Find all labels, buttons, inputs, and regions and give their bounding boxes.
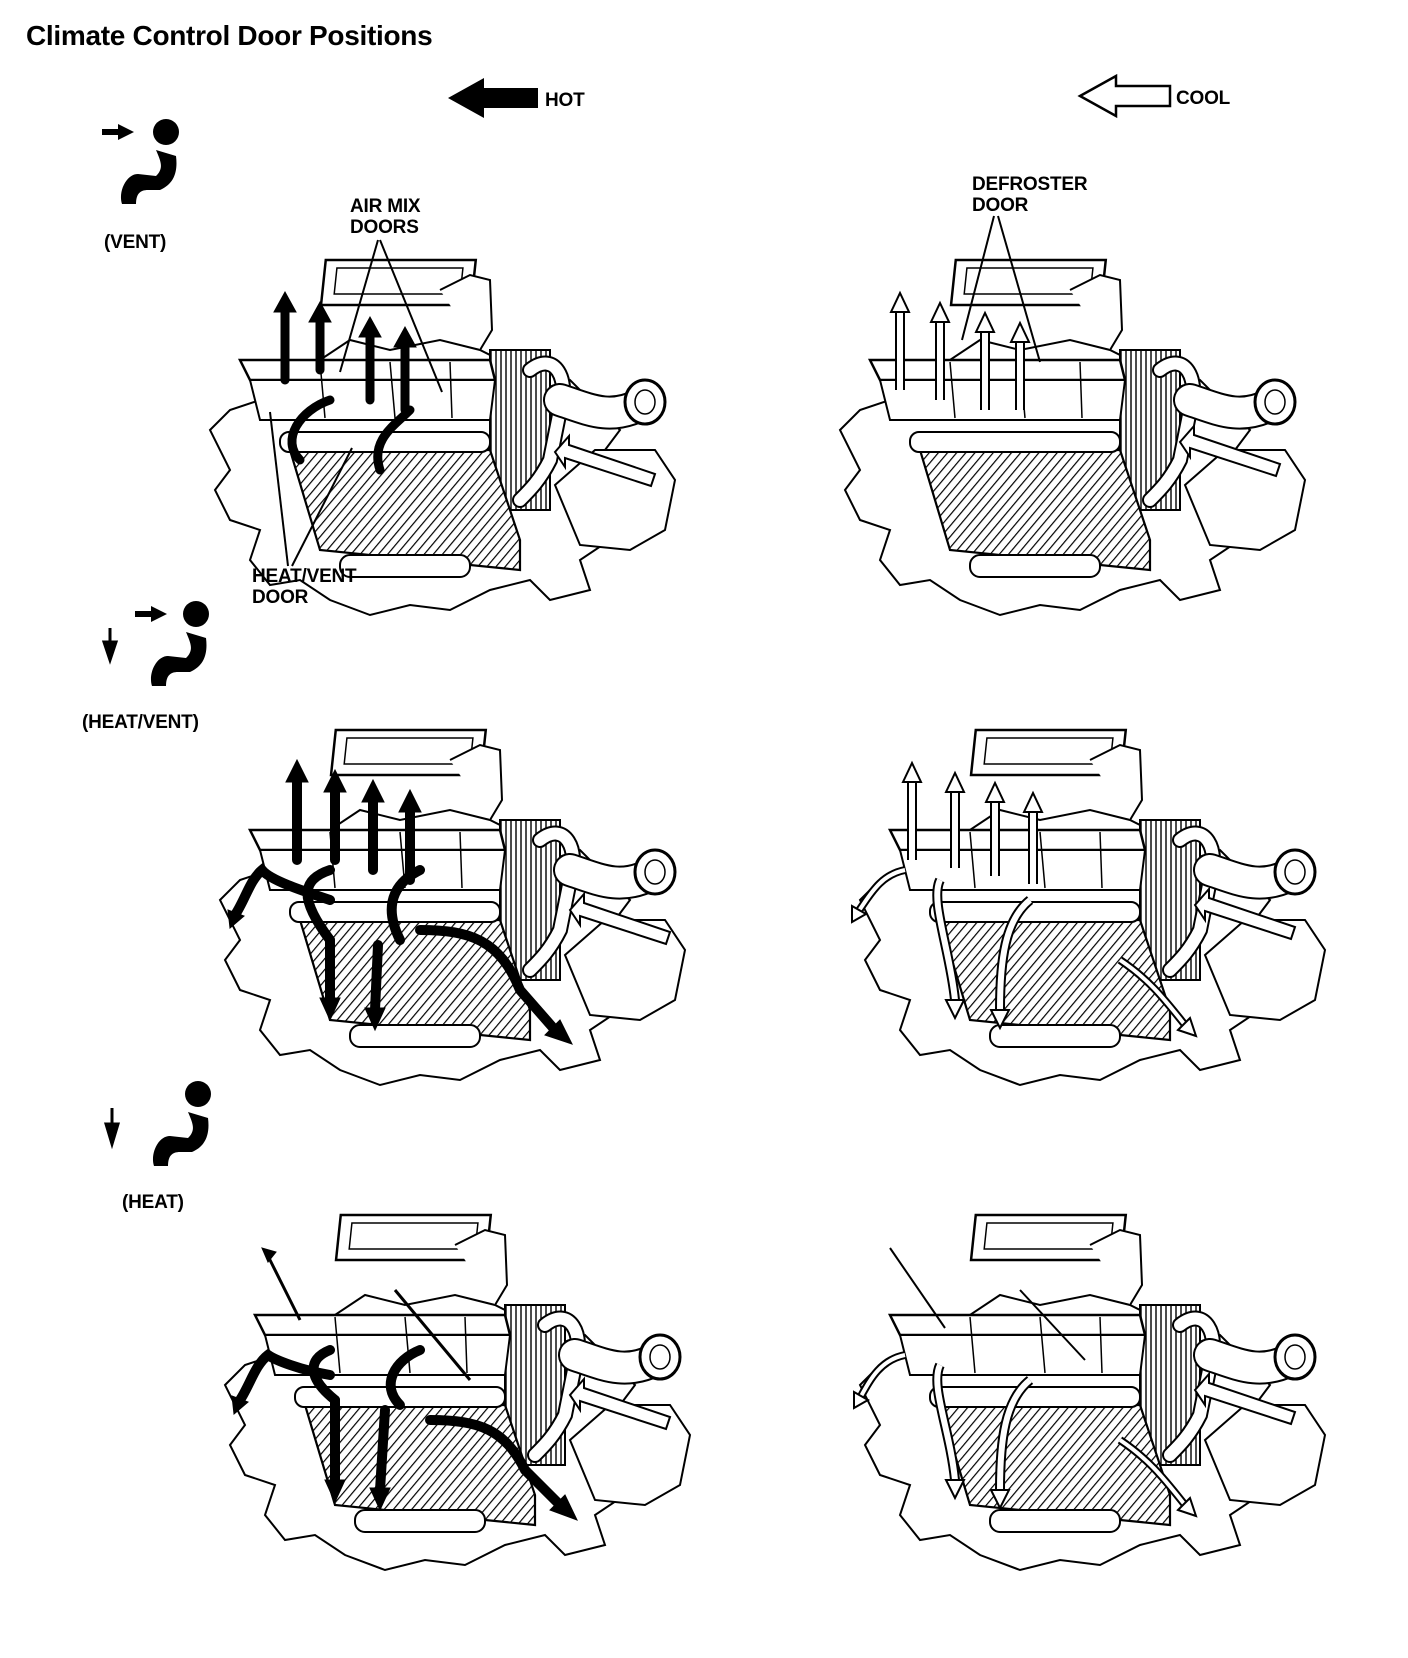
defroster-leaders	[961, 215, 1041, 363]
mode-label-vent: (VENT)	[104, 232, 167, 253]
mode-label-heat-vent: (HEAT/VENT)	[82, 712, 199, 733]
cool-arrow-icon	[1077, 73, 1172, 119]
air-mix-callout-line1: AIR MIX	[350, 196, 421, 217]
air-mix-doors-callout: AIR MIX DOORS	[350, 196, 421, 238]
unit-heat-hot	[225, 1215, 690, 1570]
page-title: Climate Control Door Positions	[26, 20, 433, 51]
air-mix-callout-line2: DOORS	[350, 217, 419, 238]
heat-mode-icon	[103, 1081, 211, 1166]
vent-mode-icon	[102, 119, 179, 204]
unit-heatvent-hot	[220, 730, 685, 1085]
cool-label: COOL	[1176, 88, 1231, 109]
cool-heat-flow	[853, 1247, 1198, 1518]
defroster-callout-line2: DOOR	[972, 195, 1029, 216]
unit-heat-cool	[860, 1215, 1325, 1570]
defroster-door-callout: DEFROSTER DOOR	[972, 174, 1088, 216]
mode-label-heat: (HEAT)	[122, 1192, 184, 1213]
heat-vent-callout-line1: HEAT/VENT	[252, 566, 357, 587]
hot-arrow-icon	[448, 78, 538, 118]
heat-vent-door-callout: HEAT/VENT DOOR	[252, 566, 357, 608]
unit-vent-cool	[840, 260, 1305, 615]
hot-heat-flow	[231, 1247, 578, 1521]
air-mix-leaders	[339, 239, 443, 393]
heat-vent-callout-line2: DOOR	[252, 587, 309, 608]
defroster-callout-line1: DEFROSTER	[972, 174, 1088, 195]
hot-vent-flow	[273, 290, 417, 475]
heat-vent-leaders	[269, 411, 353, 567]
unit-heatvent-cool	[860, 730, 1325, 1085]
unit-vent-hot	[210, 260, 675, 615]
hot-label: HOT	[545, 90, 585, 111]
cool-vent-flow	[889, 290, 1031, 410]
heat-vent-mode-icon	[101, 601, 209, 686]
cool-heatvent-flow	[851, 760, 1198, 1038]
hot-heatvent-flow	[227, 758, 573, 1045]
